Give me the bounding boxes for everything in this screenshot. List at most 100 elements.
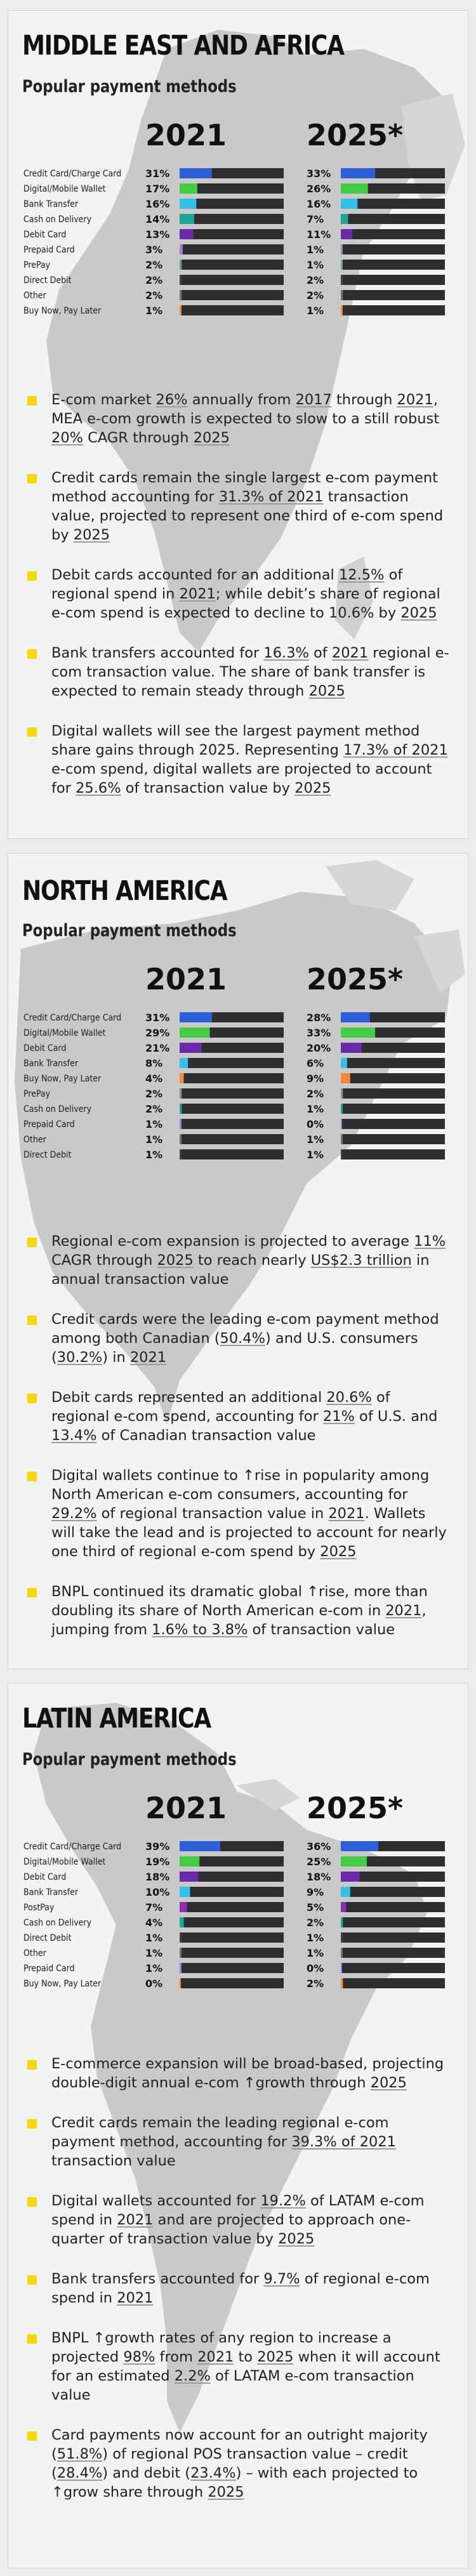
bullet-text: of regional transaction value in	[96, 1505, 329, 1522]
year-label: 2021	[145, 1791, 227, 1825]
data-label: 2%	[307, 1917, 324, 1929]
highlighted-figure: 98%	[123, 2349, 155, 2365]
bar-track	[180, 229, 284, 239]
bar	[341, 275, 343, 285]
insight-bullet: Digital wallets continue to ↑rise in pop…	[23, 1466, 453, 1561]
insight-bullet: Bank transfers accounted for 9.7% of reg…	[23, 2269, 453, 2308]
data-label: 1%	[307, 1947, 324, 1959]
insight-bullet: Credit cards remain the leading regional…	[23, 2113, 453, 2170]
bar	[341, 290, 343, 300]
data-label: 33%	[307, 168, 331, 180]
bar	[341, 1104, 343, 1114]
highlighted-figure: 2025	[370, 2075, 407, 2091]
highlighted-figure: 9.7%	[263, 2271, 300, 2287]
bullet-text: Debit cards represented an additional	[51, 1389, 327, 1406]
bar	[180, 1841, 220, 1851]
data-label: 14%	[145, 213, 169, 225]
highlighted-figure: 17.3% of 2021	[343, 742, 448, 758]
highlighted-figure: 50.4%	[220, 1330, 265, 1347]
bar-track	[341, 1088, 445, 1099]
highlighted-figure: US$2.3 trillion	[310, 1252, 412, 1269]
bullet-text: transaction value, projected to represen…	[51, 489, 444, 543]
bullet-text: of LATAM e-com spend in	[51, 2193, 425, 2228]
insight-bullet: E-com market 26% annually from 2017 thro…	[23, 390, 453, 447]
bar	[341, 214, 348, 224]
data-label: 1%	[145, 1118, 162, 1130]
data-label: 33%	[307, 1027, 331, 1039]
data-label: 17%	[145, 183, 169, 195]
bar	[341, 183, 368, 194]
bullet-text: to reach nearly	[193, 1252, 311, 1269]
highlighted-figure: 2017	[295, 392, 332, 408]
bar-track	[341, 1134, 445, 1144]
bar-track	[180, 199, 284, 209]
bullet-text: , MEA e-com growth is expected to slow t…	[51, 392, 440, 427]
bar	[180, 199, 197, 209]
data-label: 8%	[145, 1057, 162, 1069]
data-label: 1%	[145, 1947, 162, 1959]
bullet-text: Digital wallets accounted for	[51, 2193, 261, 2209]
highlighted-figure: 19.2%	[260, 2193, 306, 2209]
bar-track	[341, 199, 445, 209]
chart-subtitle: Popular payment methods	[22, 921, 237, 941]
payment-method-label: Digital/Mobile Wallet	[23, 184, 105, 194]
bar-track	[341, 1119, 445, 1129]
bar-track	[180, 1887, 284, 1897]
payment-methods-chart: 2021 2025* Credit Card/Charge Card 31% 33% Di…	[23, 118, 445, 317]
bar-track	[341, 214, 445, 224]
bar-track	[180, 1872, 284, 1882]
bar	[341, 1902, 347, 1912]
bar	[180, 1856, 200, 1866]
highlighted-figure: 2021	[331, 645, 369, 661]
bar	[180, 1088, 182, 1099]
data-label: 10%	[145, 1886, 169, 1898]
bar	[180, 1902, 187, 1912]
bullet-text: ) – with each projected to ↑grow share t…	[51, 2465, 418, 2500]
bar-track	[341, 1887, 445, 1897]
data-label: 39%	[145, 1840, 169, 1853]
data-label: 7%	[145, 1901, 162, 1913]
bar-track	[180, 290, 284, 300]
bullet-text: Credit cards remain the leading regional…	[51, 2115, 389, 2150]
bar	[180, 305, 182, 315]
bar-track	[180, 244, 284, 254]
data-label: 2%	[307, 1978, 324, 1990]
bar	[341, 1073, 350, 1083]
data-label: 2%	[307, 289, 324, 301]
bar	[180, 1104, 182, 1114]
highlighted-figure: 30.2%	[56, 1349, 103, 1366]
bullet-text: of Canadian transaction value	[96, 1427, 316, 1444]
bullet-text: of regional e-com spend, accounting for	[51, 1389, 390, 1425]
highlighted-figure: 2025	[308, 683, 345, 699]
bullet-text: when it will account for an estimated	[51, 2349, 440, 2384]
bar	[341, 244, 343, 254]
bullet-text: in annual transaction value	[51, 1252, 430, 1288]
insight-bullet: Digital wallets will see the largest pay…	[23, 722, 453, 798]
bar-track	[180, 1088, 284, 1099]
bar	[341, 229, 353, 239]
highlighted-figure: 12.5%	[338, 567, 385, 583]
bullet-text: CAGR through	[83, 430, 194, 446]
insight-bullet: Credit cards remain the single largest e…	[23, 468, 453, 545]
data-label: 1%	[145, 1149, 162, 1161]
payment-method-label: Debit Card	[23, 1043, 66, 1054]
highlighted-figure: 2.2%	[174, 2368, 211, 2384]
bullet-text: E-com market	[51, 392, 156, 408]
year-label: 2021	[145, 962, 227, 996]
bar-track	[180, 1149, 284, 1159]
bullet-text: from	[155, 2349, 198, 2365]
bar	[180, 1134, 182, 1144]
bar-track	[180, 1978, 284, 1988]
bullet-text: transaction value	[51, 2153, 176, 2169]
data-label: 2%	[145, 259, 162, 271]
data-label: 2%	[145, 289, 162, 301]
payment-method-label: Other	[23, 291, 47, 301]
bar	[180, 1887, 190, 1897]
bar	[341, 1012, 370, 1022]
bar	[180, 1963, 182, 1973]
payment-method-label: Direct Debit	[23, 275, 72, 286]
data-label: 11%	[307, 228, 331, 241]
payment-method-label: Other	[23, 1948, 47, 1958]
bar	[180, 1948, 182, 1958]
highlighted-figure: 28.4%	[56, 2465, 103, 2481]
